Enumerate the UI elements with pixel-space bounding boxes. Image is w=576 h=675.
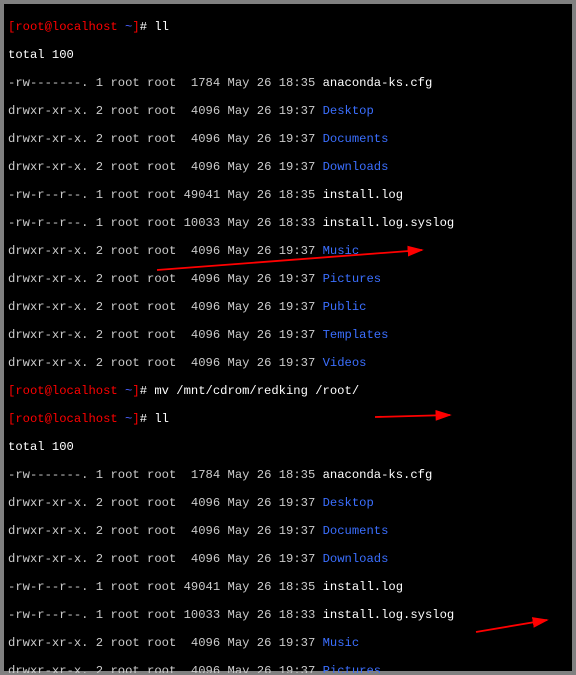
total-line: total 100 — [8, 48, 568, 62]
prompt-line: [root@localhost ~]# ll — [8, 412, 568, 426]
ls-row: -rw-r--r--. 1 root root 49041 May 26 18:… — [8, 580, 568, 594]
dir-templates: Templates — [323, 328, 389, 342]
file-anaconda: anaconda-ks.cfg — [323, 76, 433, 90]
ls-row: drwxr-xr-x. 2 root root 4096 May 26 19:3… — [8, 244, 568, 258]
ls-row: drwxr-xr-x. 2 root root 4096 May 26 19:3… — [8, 272, 568, 286]
dir-desktop: Desktop — [323, 104, 374, 118]
ls-row: drwxr-xr-x. 2 root root 4096 May 26 19:3… — [8, 664, 568, 675]
ls-row: drwxr-xr-x. 2 root root 4096 May 26 19:3… — [8, 356, 568, 370]
dir-music: Music — [323, 244, 360, 258]
ls-row: -rw-r--r--. 1 root root 49041 May 26 18:… — [8, 188, 568, 202]
terminal[interactable]: [root@localhost ~]# ll total 100 -rw----… — [4, 4, 572, 671]
total-line: total 100 — [8, 440, 568, 454]
file-install-syslog: install.log.syslog — [323, 216, 455, 230]
ls-row: drwxr-xr-x. 2 root root 4096 May 26 19:3… — [8, 300, 568, 314]
dir-downloads: Downloads — [323, 160, 389, 174]
command-ll-1: ll — [154, 20, 169, 34]
prompt-host: [root@localhost — [8, 20, 125, 34]
prompt-hash: # — [140, 20, 147, 34]
dir-pictures: Pictures — [323, 272, 382, 286]
ls-row: -rw-r--r--. 1 root root 10033 May 26 18:… — [8, 608, 568, 622]
screenshot-frame: [root@localhost ~]# ll total 100 -rw----… — [0, 0, 576, 675]
command-ll-2: ll — [154, 412, 169, 426]
prompt-line: [root@localhost ~]# ll — [8, 20, 568, 34]
file-install-log: install.log — [323, 188, 403, 202]
dir-documents: Documents — [323, 132, 389, 146]
prompt-bracket: ] — [132, 20, 139, 34]
ls-row: drwxr-xr-x. 2 root root 4096 May 26 19:3… — [8, 636, 568, 650]
ls-row: drwxr-xr-x. 2 root root 4096 May 26 19:3… — [8, 132, 568, 146]
ls-row: drwxr-xr-x. 2 root root 4096 May 26 19:3… — [8, 552, 568, 566]
ls-row: -rw-r--r--. 1 root root 10033 May 26 18:… — [8, 216, 568, 230]
ls-row: drwxr-xr-x. 2 root root 4096 May 26 19:3… — [8, 496, 568, 510]
ls-row: -rw-------. 1 root root 1784 May 26 18:3… — [8, 76, 568, 90]
ls-row: drwxr-xr-x. 2 root root 4096 May 26 19:3… — [8, 104, 568, 118]
ls-row: -rw-------. 1 root root 1784 May 26 18:3… — [8, 468, 568, 482]
dir-public: Public — [323, 300, 367, 314]
ls-row: drwxr-xr-x. 2 root root 4096 May 26 19:3… — [8, 328, 568, 342]
command-mv-1: mv /mnt/cdrom/redking /root/ — [154, 384, 359, 398]
ls-row: drwxr-xr-x. 2 root root 4096 May 26 19:3… — [8, 160, 568, 174]
prompt-line: [root@localhost ~]# mv /mnt/cdrom/redkin… — [8, 384, 568, 398]
dir-videos: Videos — [323, 356, 367, 370]
ls-row: drwxr-xr-x. 2 root root 4096 May 26 19:3… — [8, 524, 568, 538]
